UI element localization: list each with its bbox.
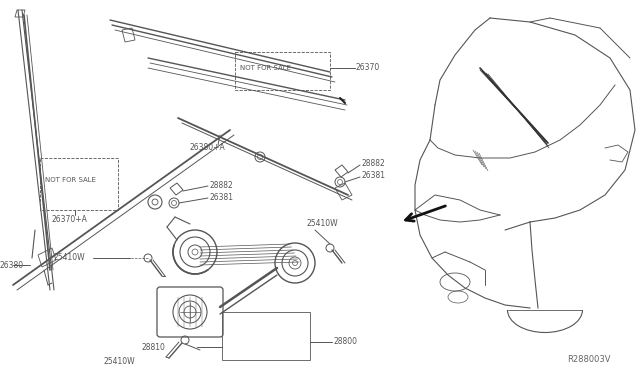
Text: 28810: 28810 [142, 343, 166, 352]
Text: 28882: 28882 [361, 158, 385, 167]
Text: 26370+A: 26370+A [52, 215, 88, 224]
Text: NOT FOR SALE: NOT FOR SALE [45, 177, 96, 183]
Text: 25410W: 25410W [306, 218, 338, 228]
Text: 26370: 26370 [356, 64, 380, 73]
Text: 26380+A: 26380+A [190, 144, 226, 153]
Text: 28800: 28800 [334, 337, 358, 346]
Text: 28882: 28882 [209, 182, 233, 190]
Text: 25410W: 25410W [53, 253, 84, 263]
Text: 26380: 26380 [0, 260, 24, 269]
Text: 25410W: 25410W [103, 357, 134, 366]
Text: R288003V: R288003V [567, 356, 611, 365]
Text: 26381: 26381 [361, 170, 385, 180]
Text: 26381: 26381 [209, 193, 233, 202]
Text: NOT FOR SALE: NOT FOR SALE [240, 65, 291, 71]
